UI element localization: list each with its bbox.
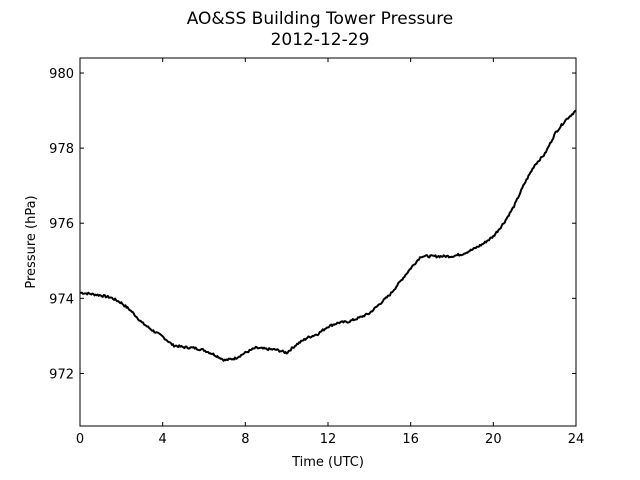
tick-labels: 0 4 8 12 16 20 24 972 974 976 978 980 [49, 67, 584, 447]
chart-title: AO&SS Building Tower Pressure [187, 9, 454, 29]
x-tick-label: 24 [568, 432, 585, 447]
y-tick-label: 972 [49, 367, 74, 382]
x-tick-label: 8 [241, 432, 249, 447]
x-tick-label: 12 [320, 432, 337, 447]
y-tick-label: 978 [49, 142, 74, 157]
x-tick-label: 20 [485, 432, 502, 447]
x-tick-label: 16 [402, 432, 419, 447]
pressure-series-line [79, 109, 577, 362]
chart-subtitle: 2012-12-29 [271, 30, 370, 50]
x-tick-label: 4 [159, 432, 167, 447]
y-tick-label: 980 [49, 67, 74, 82]
y-tick-label: 976 [49, 217, 74, 232]
y-tick-label: 974 [49, 292, 74, 307]
x-axis-label: Time (UTC) [291, 455, 364, 470]
plot-frame [79, 57, 577, 427]
x-tick-label: 0 [76, 432, 84, 447]
y-axis-label: Pressure (hPa) [24, 195, 39, 288]
